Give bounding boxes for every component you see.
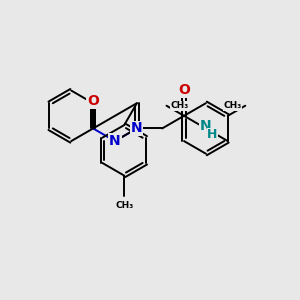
Text: N: N xyxy=(109,134,121,148)
Text: O: O xyxy=(87,94,99,109)
Text: N: N xyxy=(131,122,143,136)
Text: CH₃: CH₃ xyxy=(115,201,134,210)
Text: CH₃: CH₃ xyxy=(224,101,242,110)
Text: O: O xyxy=(178,83,190,97)
Text: CH₃: CH₃ xyxy=(170,101,188,110)
Text: H: H xyxy=(207,128,218,142)
Text: N: N xyxy=(200,119,212,133)
